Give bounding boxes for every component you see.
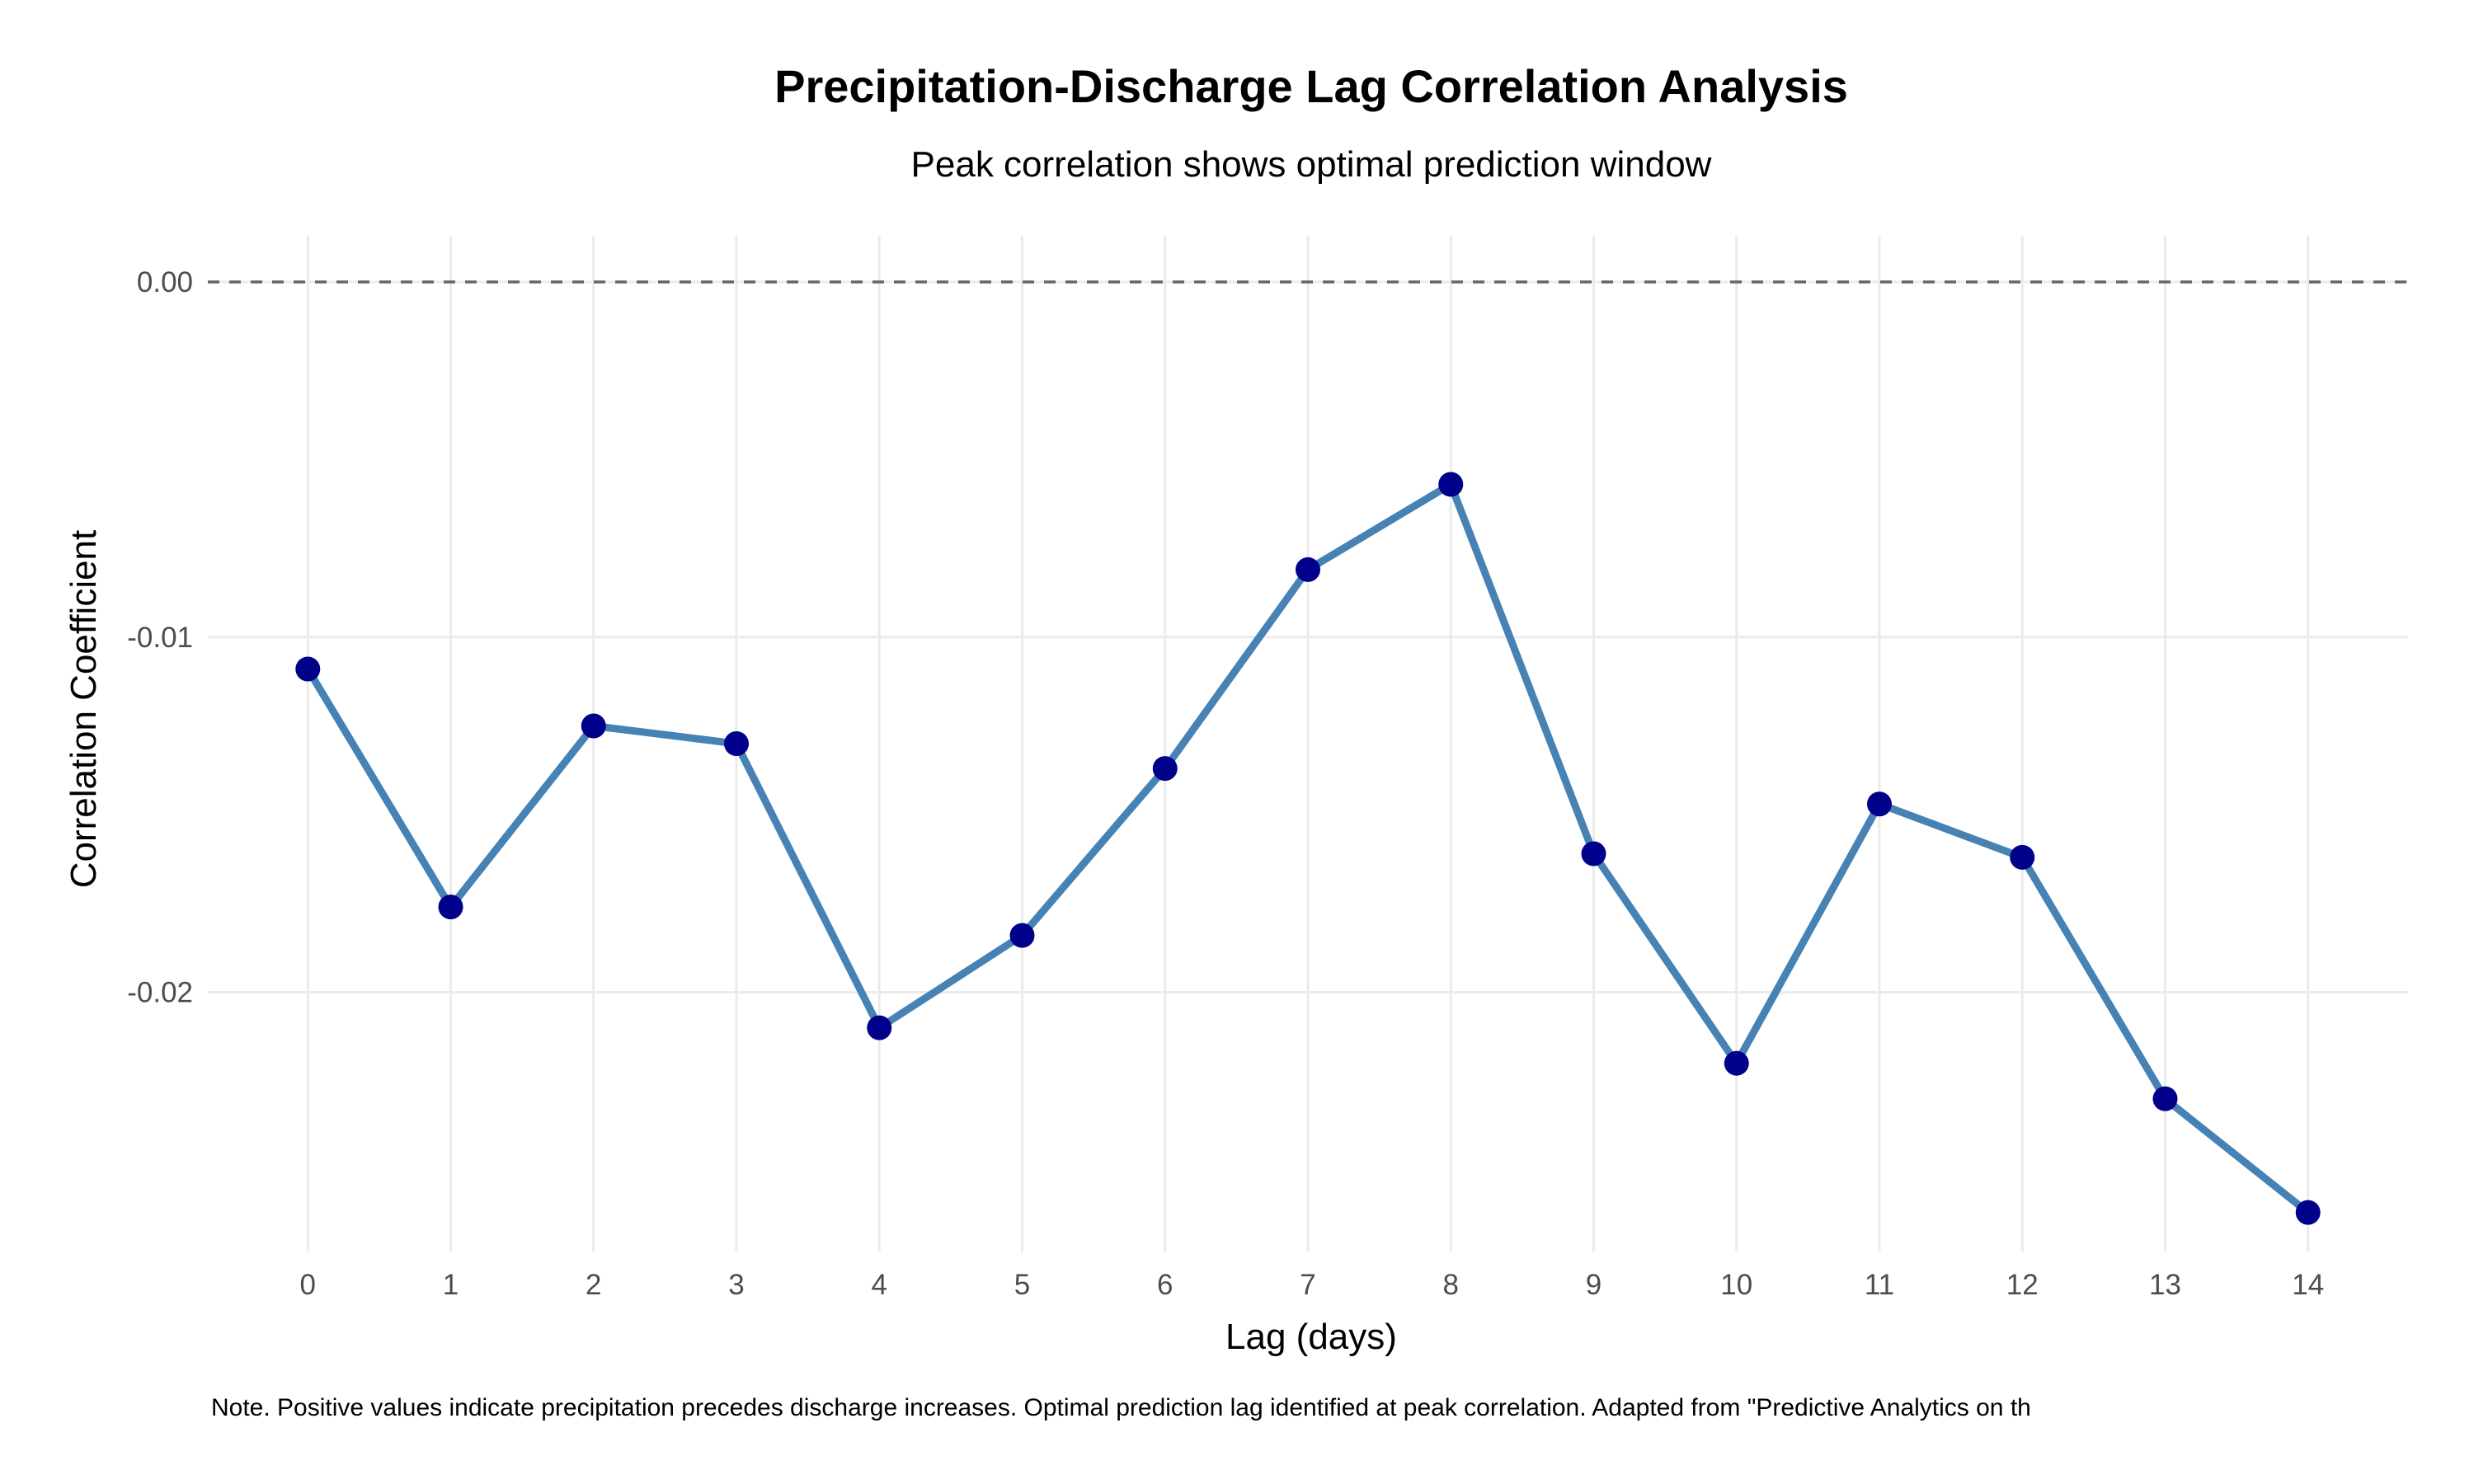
data-point-lag-1 (438, 895, 463, 920)
x-tick-label: 9 (1586, 1269, 1602, 1301)
x-tick-label: 4 (872, 1269, 887, 1301)
x-tick-label: 10 (1720, 1269, 1752, 1301)
data-point-lag-7 (1296, 556, 1320, 582)
data-point-lag-12 (2010, 844, 2035, 870)
chart-title: Precipitation-Discharge Lag Correlation … (774, 60, 1848, 112)
data-point-lag-2 (581, 713, 606, 739)
y-axis-title: Correlation Coefficient (63, 530, 104, 889)
x-axis-title: Lag (days) (1225, 1317, 1397, 1357)
data-point-lag-9 (1581, 841, 1606, 866)
data-point-lag-13 (2152, 1086, 2178, 1111)
x-tick-label: 0 (300, 1269, 316, 1301)
x-tick-label: 7 (1300, 1269, 1315, 1301)
data-point-lag-6 (1152, 756, 1178, 782)
x-tick-label: 12 (2006, 1269, 2039, 1301)
data-points (295, 472, 2321, 1225)
x-tick-label: 1 (443, 1269, 459, 1301)
chart-caption: Note. Positive values indicate precipita… (211, 1394, 2031, 1421)
x-tick-label: 14 (2292, 1269, 2324, 1301)
x-tick-label: 8 (1443, 1269, 1459, 1301)
data-point-lag-14 (2295, 1200, 2321, 1225)
chart-subtitle: Peak correlation shows optimal predictio… (911, 144, 1712, 185)
y-tick-label: -0.01 (127, 622, 193, 654)
x-tick-label: 11 (1865, 1269, 1894, 1301)
x-tick-label: 5 (1014, 1269, 1030, 1301)
data-point-lag-10 (1724, 1050, 1749, 1076)
y-tick-label: 0.00 (137, 266, 193, 298)
data-point-lag-11 (1866, 791, 1892, 817)
grid (208, 236, 2408, 1252)
data-point-lag-4 (867, 1015, 892, 1040)
y-axis-ticks: 0.00 -0.01 -0.02 (127, 266, 193, 1009)
x-tick-label: 3 (728, 1269, 744, 1301)
data-point-lag-8 (1438, 472, 1464, 497)
x-axis-ticks: 0 1 2 3 4 5 6 7 8 9 10 11 12 13 14 (300, 1269, 2325, 1301)
x-tick-label: 13 (2149, 1269, 2181, 1301)
data-point-lag-0 (295, 656, 321, 682)
y-tick-label: -0.02 (127, 977, 193, 1009)
data-point-lag-3 (724, 731, 750, 756)
x-tick-label: 6 (1157, 1269, 1173, 1301)
x-tick-label: 2 (586, 1269, 601, 1301)
data-point-lag-5 (1009, 923, 1035, 948)
